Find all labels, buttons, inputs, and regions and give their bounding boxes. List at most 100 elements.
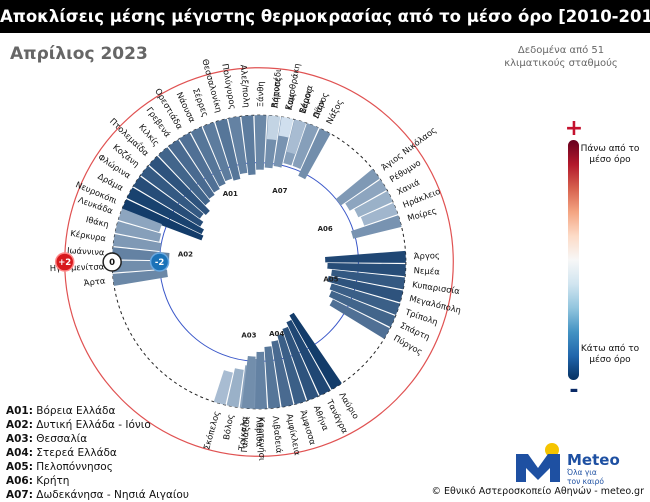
data-bar: [289, 312, 342, 390]
region-legend: A01: Βόρεια Ελλάδα A02: Δυτική Ελλάδα - …: [6, 404, 189, 502]
data-bar: [228, 116, 248, 175]
data-bar: [277, 333, 307, 405]
station-label: Ηγουμενίτσα: [50, 261, 105, 273]
logo-name[interactable]: Meteo: [567, 451, 620, 469]
data-bar: [354, 190, 393, 218]
station-label: Βόλος: [221, 413, 236, 440]
data-bar: [190, 126, 226, 187]
data-bar: [286, 319, 331, 396]
data-bar: [327, 275, 404, 303]
data-bar: [266, 115, 281, 141]
legend-code: A05:: [6, 461, 33, 473]
data-bar: [327, 263, 406, 277]
legend-name: Πελοπόννησος: [36, 461, 113, 473]
legend-item: A03: Θεσσαλία: [6, 432, 189, 446]
legend-item: A02: Δυτική Ελλάδα - Ιόνιο: [6, 418, 189, 432]
group-code-label: A06: [318, 225, 333, 233]
data-bar: [298, 128, 331, 180]
logo-tagline-1: Όλα για: [567, 468, 597, 477]
data-bar: [254, 115, 267, 170]
legend-code: A03:: [6, 433, 33, 445]
legend-name: Βόρεια Ελλάδα: [36, 405, 116, 417]
meteo-logo-icon[interactable]: [512, 440, 564, 486]
data-bar: [329, 283, 400, 315]
data-bar: [325, 250, 406, 263]
data-bar: [126, 187, 205, 235]
station-label: Αμφίκλεια: [285, 413, 303, 457]
legend-name: Στερεά Ελλάδα: [36, 447, 117, 459]
station-label: Καρπενήσι: [257, 417, 268, 461]
station-label: Άρτα: [83, 275, 106, 288]
station-label: Λάρισα: [255, 417, 265, 448]
ring-value-label: -2: [155, 258, 165, 268]
legend-code: A01:: [6, 405, 33, 417]
data-bar: [360, 202, 398, 226]
data-bar: [345, 179, 387, 211]
data-bar: [113, 234, 162, 252]
data-bar: [241, 356, 256, 409]
legend-item: A07: Δωδεκάνησα - Νησιά Αιγαίου: [6, 488, 189, 502]
station-label: Βατοπέδι: [269, 68, 283, 108]
station-label: Κέρκυρα: [70, 228, 108, 243]
logo-tagline: Όλα για τον καιρό: [567, 468, 604, 486]
legend-code: A06:: [6, 475, 33, 487]
station-label: Τρίκαλα: [236, 415, 249, 451]
group-code-label: A03: [241, 331, 256, 339]
colorbar-top-label: Πάνω από το μέσο όρο: [580, 144, 640, 165]
station-label: Λήμνος: [270, 76, 283, 108]
data-bar: [202, 122, 233, 182]
data-bar: [118, 208, 162, 233]
group-code-label: A01: [223, 190, 238, 198]
group-code-label: A02: [178, 250, 193, 258]
data-bar: [328, 290, 396, 328]
legend-item: A04: Στερεά Ελλάδα: [6, 446, 189, 460]
data-bar: [286, 119, 307, 155]
data-bar: [179, 132, 220, 193]
data-bar: [351, 215, 402, 239]
data-bar: [278, 116, 294, 138]
data-bar: [264, 346, 281, 409]
station-label: Μοίρες: [406, 205, 438, 223]
group-code-label: A04: [269, 330, 284, 338]
station-label: Κυπαρισσία: [412, 279, 461, 296]
ring-value-badge: [149, 252, 170, 272]
data-bar: [215, 118, 241, 181]
chart-title: Αποκλίσεις μέσης μέγιστης θερμοκρασίας α…: [0, 0, 650, 33]
legend-code: A07:: [6, 489, 33, 501]
data-bar: [140, 165, 204, 219]
station-label: Ιθάκη: [85, 214, 110, 229]
data-bar: [292, 123, 319, 169]
data-bar: [213, 370, 233, 405]
ring-value-label: 0: [109, 258, 115, 268]
copyright: © Εθνικό Αστεροσκοπείο Αθηνών - meteo.gr: [431, 486, 644, 497]
station-label: Νεμέα: [413, 265, 440, 276]
stations-note: Δεδομένα από 51 κλιματικούς σταθμούς: [504, 45, 618, 69]
chart-subtitle: Απρίλιος 2023: [10, 44, 148, 64]
station-label: Λιβαδειά: [271, 415, 285, 454]
legend-item: A06: Κρήτη: [6, 474, 189, 488]
station-label: Άργος: [414, 250, 441, 261]
ring-value-badge: [102, 252, 122, 272]
colorbar-minus: -: [569, 378, 579, 403]
legend-item: A05: Πελοπόννησος: [6, 460, 189, 474]
data-bar: [158, 147, 211, 206]
data-bar: [226, 368, 244, 408]
station-label: Ξάνθη: [255, 81, 265, 107]
data-bar: [148, 156, 210, 216]
data-bar: [335, 168, 380, 206]
data-bar: [112, 269, 168, 286]
ring-value-label: +2: [58, 258, 71, 268]
station-label: Αλεξ/πολη: [239, 64, 252, 108]
station-label: Ιωάννινα: [67, 245, 105, 257]
station-label: Σκόπελος: [201, 410, 221, 451]
data-bar: [331, 269, 406, 290]
colorbar-plus: +: [564, 116, 584, 141]
colorbar-bottom-label: Κάτω από το μέσο όρο: [580, 344, 640, 365]
station-label: Κως: [284, 92, 297, 111]
logo-tagline-2: τον καιρό: [567, 477, 604, 486]
data-bar: [329, 299, 391, 339]
legend-item: A01: Βόρεια Ελλάδα: [6, 404, 189, 418]
data-bar: [133, 176, 204, 227]
group-code-label: A05: [323, 275, 338, 283]
